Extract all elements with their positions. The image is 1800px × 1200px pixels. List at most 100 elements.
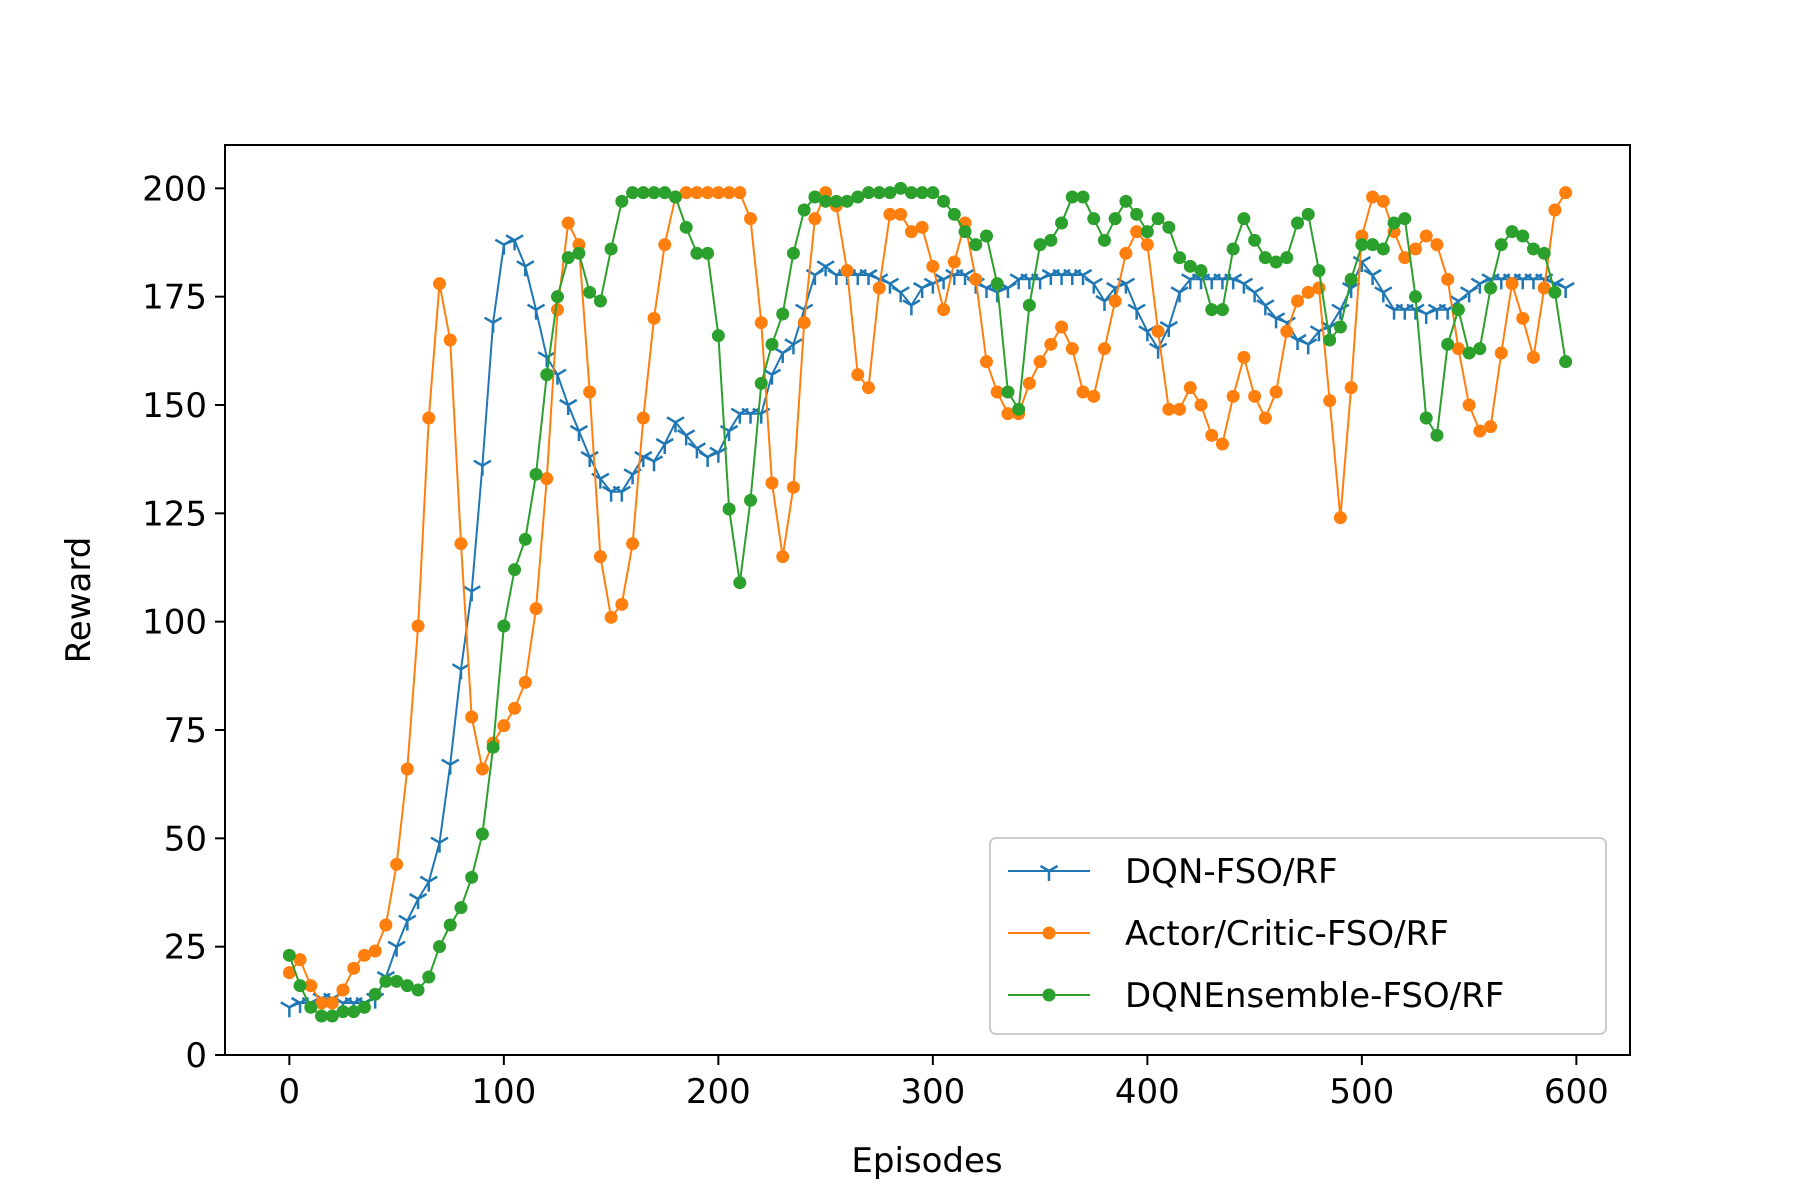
data-point [958, 225, 972, 239]
data-point [604, 242, 618, 256]
data-point [280, 1001, 299, 1018]
data-point [733, 186, 747, 200]
data-point [979, 355, 993, 369]
data-point [765, 476, 779, 490]
legend-label: Actor/Critic-FSO/RF [1125, 914, 1449, 954]
data-point [1537, 281, 1551, 295]
data-point [1494, 346, 1508, 360]
data-point [497, 619, 511, 633]
data-point [883, 207, 897, 221]
x-tick-label: 400 [1115, 1072, 1180, 1112]
data-point [851, 368, 865, 382]
data-point [851, 190, 865, 204]
data-point [1419, 229, 1433, 243]
data-point [990, 385, 1004, 399]
data-point [711, 186, 725, 200]
data-point [698, 450, 717, 467]
legend-item: Actor/Critic-FSO/RF [1008, 914, 1449, 954]
data-point [1194, 398, 1208, 412]
data-point [711, 329, 725, 343]
data-point [529, 467, 543, 481]
data-point [390, 974, 404, 988]
data-point [1205, 303, 1219, 317]
data-point [1363, 268, 1382, 285]
data-point [1170, 286, 1189, 303]
data-point [1333, 320, 1347, 334]
data-point [508, 563, 522, 577]
data-point [1130, 207, 1144, 221]
data-point [776, 307, 790, 321]
data-point [1516, 229, 1530, 243]
x-tick-label: 600 [1544, 1072, 1609, 1112]
data-point [604, 610, 618, 624]
data-point [1183, 259, 1197, 273]
data-point [593, 550, 607, 564]
data-point [473, 459, 492, 476]
data-point [979, 229, 993, 243]
data-point [379, 918, 393, 932]
legend-label: DQN-FSO/RF [1125, 852, 1338, 892]
data-point [593, 294, 607, 308]
data-point [1183, 381, 1197, 395]
data-point [465, 870, 479, 884]
data-point [475, 827, 489, 841]
data-point [668, 190, 682, 204]
data-point [765, 337, 779, 351]
plot-area-frame [224, 144, 1631, 1056]
data-point [572, 246, 586, 260]
x-tick-label: 0 [279, 1072, 301, 1112]
y-tick-label: 50 [164, 819, 207, 859]
data-point [937, 303, 951, 317]
data-point [430, 836, 449, 853]
data-point [443, 333, 457, 347]
data-point [1312, 264, 1326, 278]
data-point [690, 186, 704, 200]
data-point [1537, 246, 1551, 260]
data-point [1301, 207, 1315, 221]
data-point [1280, 251, 1294, 265]
data-point [1258, 251, 1272, 265]
data-point [859, 268, 878, 285]
data-point [1073, 268, 1093, 285]
data-point [1398, 251, 1412, 265]
data-point [1248, 389, 1262, 403]
data-point [293, 953, 307, 967]
data-point [550, 303, 564, 317]
data-point [1140, 238, 1154, 252]
data-point [797, 316, 811, 330]
data-point [1441, 337, 1455, 351]
data-point [443, 918, 457, 932]
data-point [1087, 389, 1101, 403]
legend: DQN-FSO/RF Actor/Critic-FSO/RF DQNEnsemble… [989, 837, 1607, 1035]
data-point [1130, 225, 1144, 239]
data-point [1258, 411, 1272, 425]
data-point [1065, 190, 1079, 204]
data-point [904, 186, 918, 200]
data-point [441, 758, 460, 775]
data-point [1376, 242, 1390, 256]
data-point [1505, 225, 1519, 239]
data-point [559, 398, 578, 415]
data-point [1505, 277, 1519, 291]
data-point [1291, 294, 1305, 308]
data-point [336, 1005, 350, 1019]
x-axis-label: Episodes [851, 1141, 1002, 1181]
data-point [805, 268, 825, 285]
data-point [1526, 242, 1540, 256]
data-point [862, 381, 876, 395]
data-point [687, 442, 707, 459]
data-point [1022, 376, 1036, 390]
data-point [1012, 402, 1026, 416]
data-point [368, 944, 382, 958]
data-point [947, 255, 961, 269]
data-point [1055, 216, 1069, 230]
data-point [615, 597, 629, 611]
data-point [862, 186, 876, 200]
data-point [1470, 277, 1489, 294]
data-point [1408, 290, 1422, 304]
x-tick-label: 300 [900, 1072, 965, 1112]
data-point [1116, 277, 1136, 294]
data-point [902, 299, 921, 316]
data-point [840, 264, 854, 278]
